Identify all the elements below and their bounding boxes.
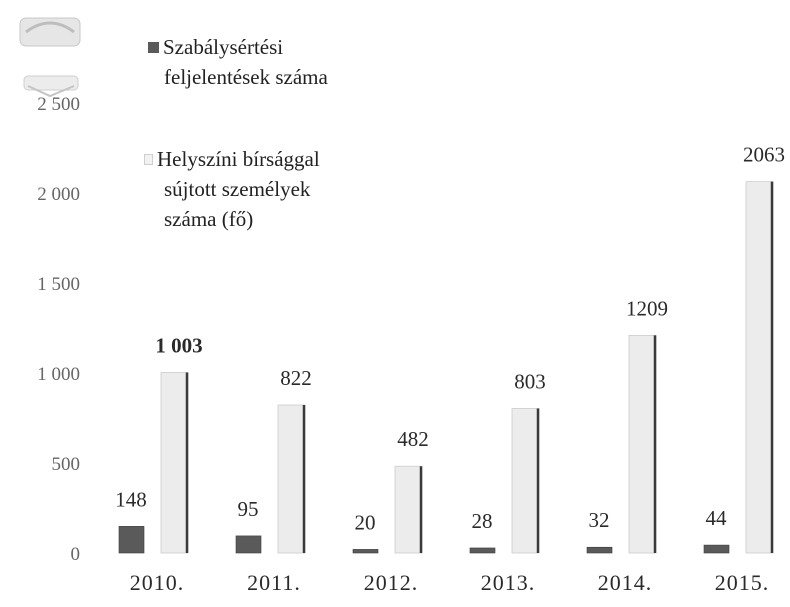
bars bbox=[118, 181, 774, 554]
x-tick-label: 2014. bbox=[598, 570, 653, 595]
legend-label-line: száma (fő) bbox=[164, 207, 254, 231]
bar-series-1 bbox=[469, 547, 496, 554]
legend-item-series-2: Helyszíni bírsággal sújtott személyek sz… bbox=[144, 144, 328, 234]
bar-series-1 bbox=[703, 544, 730, 554]
legend-label-line: Helyszíni bírsággal bbox=[157, 147, 320, 171]
bar-series-1 bbox=[118, 526, 145, 554]
data-label-series-1: 95 bbox=[238, 497, 259, 521]
data-label-series-2: 803 bbox=[514, 369, 546, 393]
bar-series-1 bbox=[235, 535, 262, 554]
y-tick-label: 2 000 bbox=[37, 184, 80, 205]
data-label-series-1: 20 bbox=[355, 510, 376, 534]
x-tick-label: 2012. bbox=[364, 570, 419, 595]
legend-item-series-1: Szabálysértési feljelentések száma bbox=[148, 32, 328, 92]
data-labels: 148 1 003 95 822 20 482 28 803 32 1209 44 2063 bbox=[115, 143, 785, 535]
x-tick-label: 2010. bbox=[130, 570, 185, 595]
y-axis: 0 500 1 000 1 500 2 000 2 500 bbox=[37, 94, 80, 565]
x-tick-label: 2015. bbox=[715, 570, 770, 595]
bar-series-2 bbox=[394, 465, 423, 554]
bar-series-1 bbox=[352, 549, 379, 554]
bar-series-1 bbox=[586, 546, 613, 554]
data-label-series-2: 2063 bbox=[743, 143, 785, 167]
legend-label-line: feljelentések száma bbox=[164, 65, 328, 89]
y-tick-label: 500 bbox=[52, 454, 81, 475]
bar-series-2 bbox=[277, 404, 306, 554]
legend-label-line: sújtott személyek bbox=[164, 177, 311, 201]
x-axis: 2010. 2011. 2012. 2013. 2014. 2015. bbox=[130, 570, 770, 595]
data-label-series-2: 1 003 bbox=[155, 333, 202, 357]
x-tick-label: 2011. bbox=[247, 570, 301, 595]
y-tick-label: 1 500 bbox=[37, 274, 80, 295]
data-label-series-1: 44 bbox=[706, 506, 728, 530]
legend-swatch-series-1 bbox=[148, 42, 159, 53]
data-label-series-1: 32 bbox=[589, 508, 610, 532]
data-label-series-1: 28 bbox=[472, 509, 493, 533]
y-tick-label: 0 bbox=[71, 544, 81, 565]
legend-label-line: Szabálysértési bbox=[163, 35, 284, 59]
data-label-series-2: 1209 bbox=[626, 296, 668, 320]
y-tick-label: 1 000 bbox=[37, 364, 80, 385]
y-tick-label: 2 500 bbox=[37, 94, 80, 115]
bar-series-2 bbox=[160, 372, 189, 554]
bar-series-2 bbox=[628, 334, 657, 554]
bar-series-2 bbox=[745, 181, 774, 554]
data-label-series-1: 148 bbox=[115, 487, 147, 511]
data-label-series-2: 822 bbox=[280, 366, 312, 390]
legend: Szabálysértési feljelentések száma Helys… bbox=[144, 32, 328, 234]
logo-icon bbox=[19, 17, 81, 98]
legend-swatch-series-2 bbox=[144, 154, 153, 165]
data-label-series-2: 482 bbox=[397, 427, 429, 451]
bar-series-2 bbox=[511, 408, 540, 554]
x-tick-label: 2013. bbox=[481, 570, 536, 595]
